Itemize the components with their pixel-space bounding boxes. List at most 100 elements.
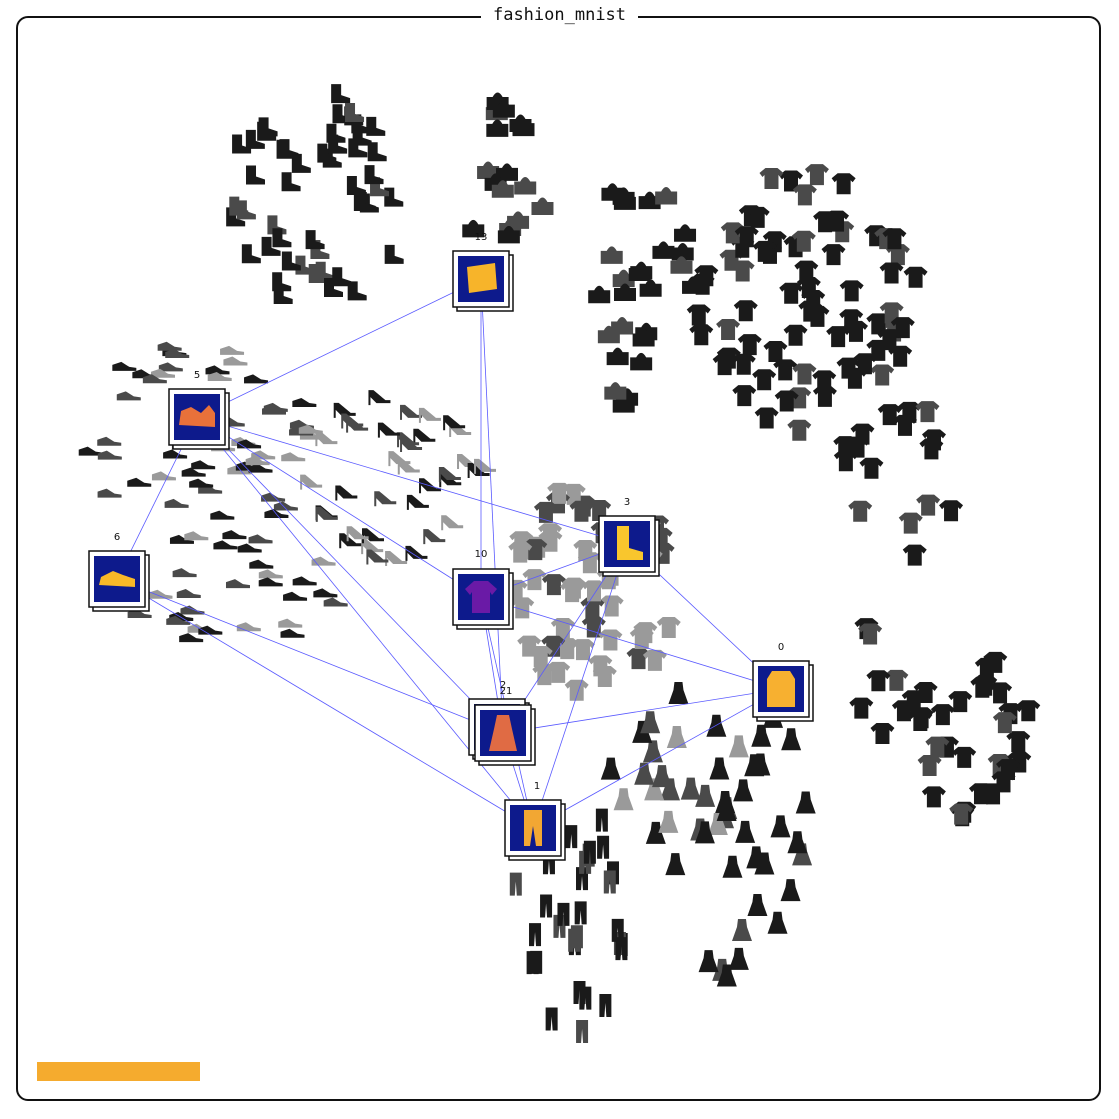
item-thumbnail	[690, 273, 715, 295]
item-thumbnail	[564, 679, 589, 701]
item-thumbnail	[569, 500, 594, 522]
item-thumbnail	[413, 428, 436, 444]
item-thumbnail	[335, 485, 358, 501]
item-thumbnail	[698, 950, 719, 973]
item-thumbnail	[902, 544, 927, 566]
item-thumbnail	[787, 831, 808, 854]
item-thumbnail	[225, 579, 250, 589]
item-thumbnail	[364, 165, 384, 185]
item-thumbnail	[438, 466, 461, 482]
item-thumbnail	[561, 577, 586, 599]
item-thumbnail	[517, 635, 542, 657]
item-thumbnail	[780, 879, 801, 902]
trouser-icon	[524, 810, 542, 846]
item-thumbnail	[165, 349, 190, 359]
item-thumbnail	[745, 206, 770, 228]
item-thumbnail	[925, 736, 950, 758]
item-thumbnail	[858, 623, 883, 645]
item-thumbnail	[638, 191, 661, 210]
item-thumbnail	[512, 118, 535, 137]
coat-icon	[767, 671, 795, 707]
item-thumbnail	[346, 526, 369, 542]
item-thumbnail	[898, 512, 923, 534]
cluster-edge	[502, 688, 782, 734]
item-thumbnail	[184, 531, 209, 541]
item-thumbnail	[744, 754, 765, 777]
item-thumbnail	[315, 506, 338, 522]
item-thumbnail	[730, 260, 755, 282]
item-thumbnail	[112, 361, 137, 371]
cluster-label-1: 1	[534, 781, 540, 792]
progress-bar-fill	[37, 1062, 200, 1081]
item-thumbnail	[308, 263, 328, 283]
item-thumbnail	[245, 129, 265, 149]
item-thumbnail	[720, 222, 745, 244]
item-thumbnail	[774, 390, 799, 412]
item-thumbnail	[712, 354, 737, 376]
cluster-edge	[116, 578, 534, 829]
cluster-node-13[interactable]	[452, 250, 514, 312]
item-thumbnail	[245, 456, 270, 466]
item-thumbnail	[794, 260, 819, 282]
cluster-node-1[interactable]	[504, 799, 566, 861]
item-thumbnail	[821, 244, 846, 266]
item-thumbnail	[599, 595, 624, 617]
item-thumbnail	[263, 402, 288, 412]
item-thumbnail	[550, 617, 575, 639]
item-thumbnail	[948, 691, 973, 713]
item-thumbnail	[331, 84, 351, 104]
item-thumbnail	[787, 419, 812, 441]
cluster-edge	[196, 416, 504, 734]
cluster-node-10[interactable]	[452, 568, 514, 630]
item-thumbnail	[751, 724, 772, 747]
item-thumbnail	[604, 382, 627, 400]
item-thumbnail	[763, 341, 788, 363]
item-thumbnail	[781, 728, 802, 751]
item-thumbnail	[532, 664, 557, 686]
cluster-node-21[interactable]	[474, 704, 536, 766]
item-thumbnail	[616, 388, 639, 406]
item-thumbnail	[754, 852, 775, 875]
item-thumbnail	[237, 543, 262, 553]
item-thumbnail	[632, 329, 655, 347]
item-thumbnail	[315, 431, 338, 447]
item-thumbnail	[441, 515, 464, 531]
item-thumbnail	[885, 244, 910, 266]
cluster-node-5[interactable]	[168, 388, 230, 450]
item-thumbnail	[251, 450, 276, 460]
cluster-node-0[interactable]	[752, 660, 814, 722]
item-thumbnail	[599, 994, 612, 1018]
item-thumbnail	[406, 494, 429, 510]
item-thumbnail	[278, 618, 303, 628]
item-thumbnail	[915, 401, 940, 423]
item-thumbnail	[877, 404, 902, 426]
item-thumbnail	[831, 173, 856, 195]
item-thumbnail	[191, 460, 216, 470]
cluster-label-2: 2	[500, 680, 506, 691]
item-thumbnail	[582, 580, 607, 602]
item-thumbnail	[665, 853, 686, 876]
item-thumbnail	[545, 1007, 558, 1031]
item-thumbnail	[792, 363, 817, 385]
item-thumbnail	[179, 633, 204, 643]
item-thumbnail	[467, 462, 490, 478]
item-thumbnail	[323, 597, 348, 607]
item-thumbnail	[733, 300, 758, 322]
cluster-node-3[interactable]	[598, 515, 660, 577]
item-thumbnail	[261, 236, 281, 256]
item-thumbnail	[826, 326, 851, 348]
cluster-edge	[532, 688, 782, 829]
item-thumbnail	[207, 372, 232, 382]
tshirt-icon	[465, 581, 497, 613]
item-thumbnail	[311, 556, 336, 566]
item-thumbnail	[345, 103, 365, 123]
item-thumbnail	[645, 821, 666, 844]
item-thumbnail	[353, 191, 373, 211]
cluster-node-6[interactable]	[88, 550, 150, 612]
item-thumbnail	[324, 278, 344, 298]
item-thumbnail	[509, 872, 522, 896]
cluster-edge	[480, 596, 782, 690]
item-thumbnail	[574, 901, 587, 925]
item-thumbnail	[236, 622, 261, 632]
